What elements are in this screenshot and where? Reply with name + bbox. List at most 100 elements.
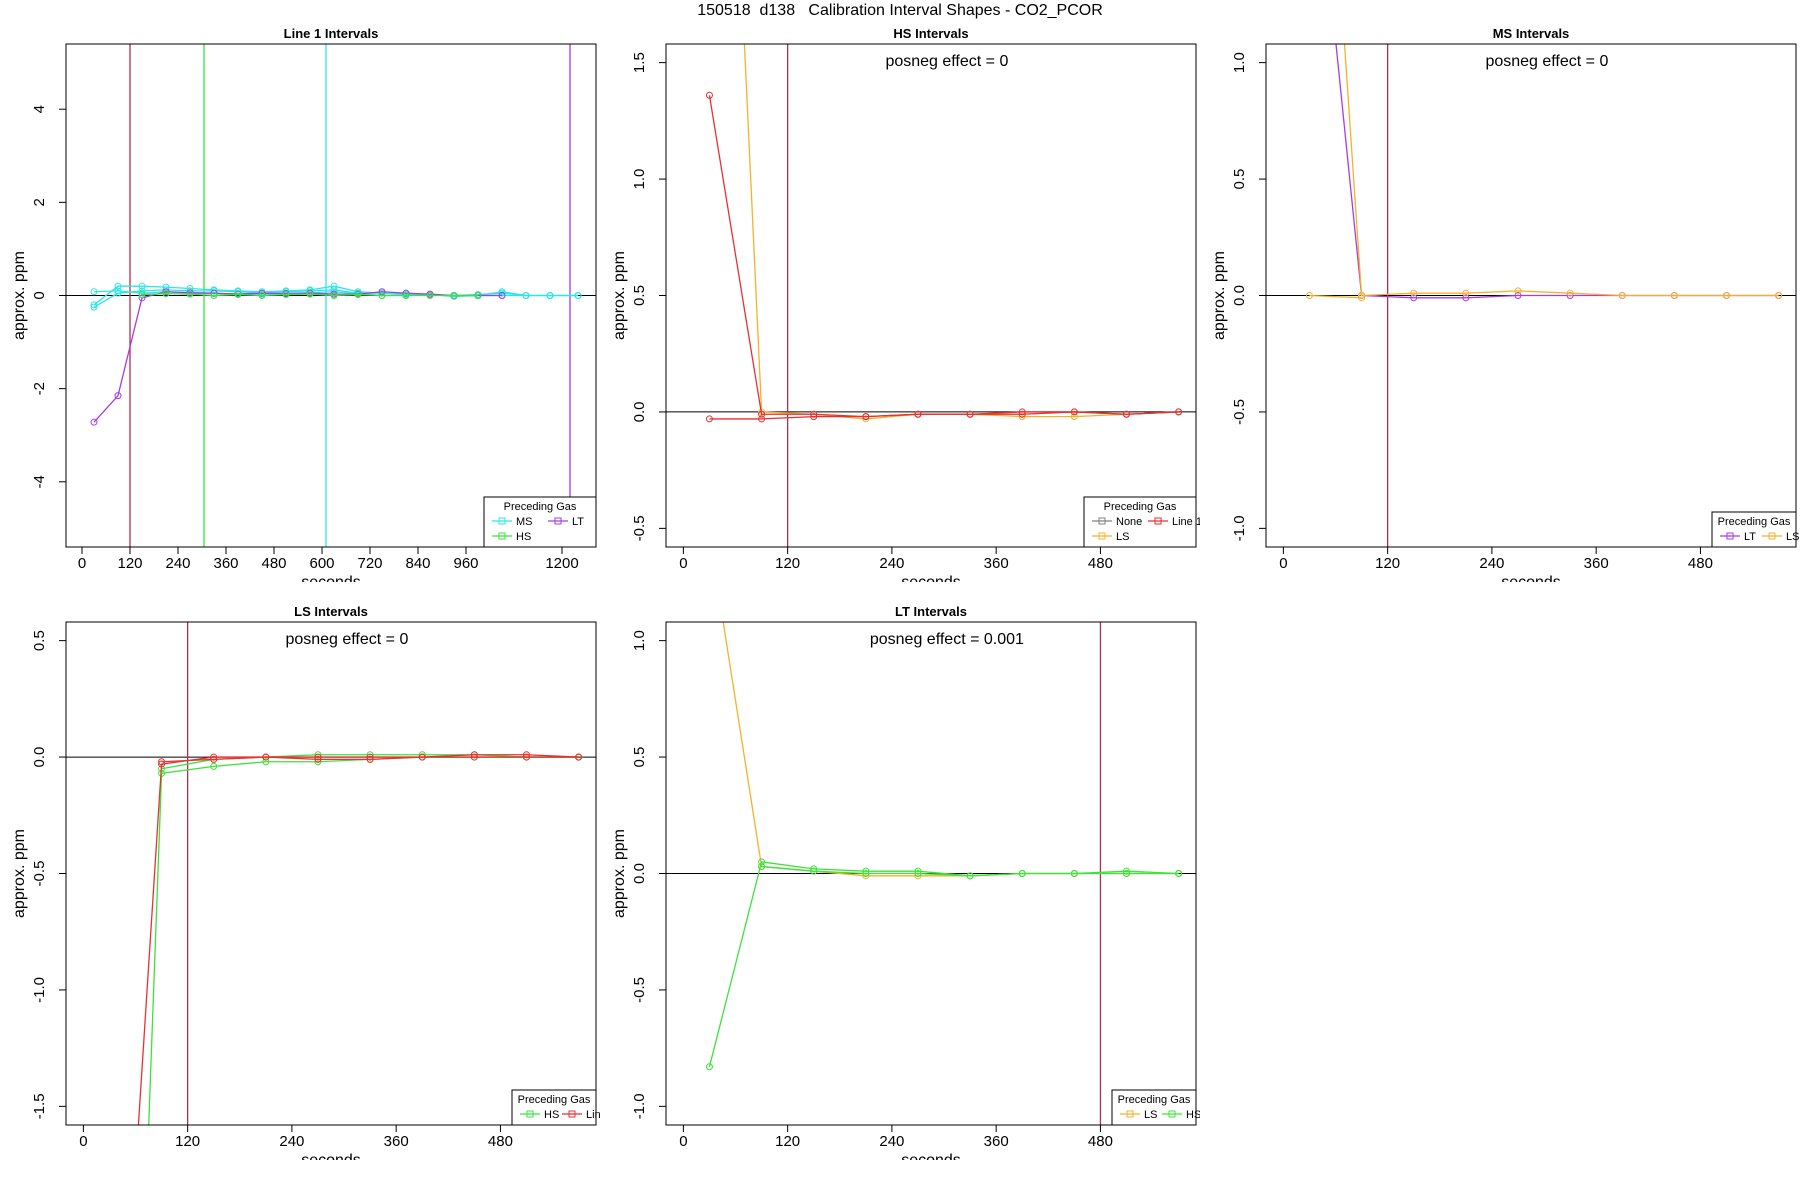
- legend-title: Preceding Gas: [1104, 501, 1177, 513]
- data-point: [262, 753, 270, 761]
- data-point: [758, 858, 766, 866]
- legend-entry-label: HS: [544, 1109, 559, 1121]
- legend-box: [511, 1089, 597, 1126]
- x-tick-label: 480: [1688, 555, 1713, 572]
- data-point: [210, 762, 218, 770]
- x-tick-label: 240: [879, 1133, 904, 1150]
- y-tick-label: 1.0: [631, 630, 648, 651]
- data-point: [1305, 292, 1313, 299]
- data-point: [1070, 413, 1078, 421]
- data-point: [314, 751, 322, 759]
- data-point: [914, 867, 922, 875]
- x-tick-label: 480: [261, 555, 286, 572]
- x-tick-label: 0: [679, 555, 687, 572]
- data-point: [138, 291, 146, 299]
- data-point: [1618, 292, 1626, 299]
- data-point: [914, 872, 922, 880]
- x-tick-label: 360: [384, 1133, 409, 1150]
- data-point: [418, 753, 426, 761]
- data-point: [314, 755, 322, 763]
- chart-lt-intervals: LT Intervals 0 120 240 360 480 seconds -1.0 -0.5…: [611, 604, 1201, 1169]
- data-point: [1070, 408, 1078, 416]
- data-point: [306, 290, 314, 298]
- data-point: [258, 289, 266, 297]
- series-line-lt: [1335, 44, 1779, 299]
- data-point: [210, 292, 218, 299]
- data-point: [1122, 867, 1130, 875]
- series-line-line-1: [137, 754, 579, 1125]
- x-axis-label: seconds: [901, 1152, 961, 1160]
- y-tick-label: 0.0: [1231, 285, 1248, 306]
- x-axis-label: seconds: [301, 574, 361, 582]
- series-line-hs: [708, 861, 1179, 1067]
- data-point: [186, 290, 194, 298]
- legend-swatch-marker: [1168, 1110, 1176, 1118]
- chart-panel-line1: Line 1 Intervals 0 120 240 360 480 600 720 840 96…: [0, 22, 600, 591]
- data-point: [470, 753, 478, 761]
- data-point: [1122, 410, 1130, 418]
- chart-title: LS Intervals: [294, 604, 368, 619]
- legend: Preceding Gas HS Line 1: [511, 1089, 616, 1126]
- data-point: [158, 758, 166, 766]
- data-point: [210, 289, 218, 297]
- chart-title: Line 1 Intervals: [284, 26, 379, 41]
- x-tick-label: 840: [405, 555, 430, 572]
- y-axis-label: approx. ppm: [1211, 251, 1228, 340]
- page-title: 150518 d138 Calibration Interval Shapes …: [697, 2, 1103, 19]
- legend-entry-label: LS: [1116, 531, 1129, 543]
- posneg-annotation: posneg effect = 0: [885, 53, 1008, 70]
- chart-hs-intervals: HS Intervals 0 120 240 360 480 seconds -0.5 0.0 0…: [611, 26, 1202, 591]
- data-point: [314, 758, 322, 766]
- data-point: [258, 292, 266, 299]
- y-tick-label: 0.5: [631, 285, 648, 306]
- y-tick-label: -1.0: [31, 977, 48, 1003]
- x-tick-label: 0: [679, 1133, 687, 1150]
- x-axis-label: seconds: [1501, 574, 1561, 582]
- data-point: [575, 753, 583, 761]
- plot-area: [1266, 44, 1796, 547]
- data-point: [402, 289, 410, 297]
- data-point: [862, 870, 870, 877]
- y-tick-label: 0.0: [31, 747, 48, 768]
- plot-area: [66, 44, 596, 547]
- data-point: [522, 753, 530, 761]
- data-point: [862, 867, 870, 875]
- y-tick-label: 0.5: [631, 747, 648, 768]
- data-point: [810, 865, 818, 873]
- legend-swatch-marker: [568, 1110, 576, 1118]
- chart-panel-lt: LT Intervals 0 120 240 360 480 seconds -1.0 -0.5…: [600, 600, 1201, 1169]
- data-point: [234, 291, 242, 299]
- data-point: [1722, 292, 1730, 299]
- data-point: [1670, 292, 1678, 299]
- y-tick-label: -0.5: [631, 515, 648, 541]
- data-point: [810, 413, 818, 421]
- series-line-hs: [148, 756, 579, 1125]
- data-point: [810, 867, 818, 875]
- series-line-ms: [93, 289, 578, 308]
- x-tick-label: 0: [79, 1133, 87, 1150]
- data-point: [262, 758, 270, 766]
- data-point: [378, 288, 386, 296]
- data-point: [402, 292, 410, 299]
- data-point: [330, 288, 338, 296]
- chart-title: LT Intervals: [895, 604, 967, 619]
- data-point: [705, 1063, 713, 1071]
- posneg-annotation: posneg effect = 0: [1485, 53, 1608, 70]
- data-point: [1566, 292, 1574, 299]
- legend-swatch-marker: [498, 532, 506, 540]
- y-axis-label: approx. ppm: [11, 251, 28, 340]
- data-point: [162, 288, 170, 296]
- legend-entry-label: LS: [1144, 1109, 1157, 1121]
- x-tick-label: 960: [453, 555, 478, 572]
- legend-swatch-marker: [1098, 532, 1106, 540]
- data-point: [1070, 870, 1078, 877]
- data-point: [1410, 294, 1418, 302]
- series-line-line-1: [161, 756, 579, 763]
- data-point: [1514, 292, 1522, 299]
- legend: Preceding Gas LS HS: [1111, 1089, 1201, 1126]
- y-tick-label: -4: [31, 475, 48, 488]
- data-point: [966, 410, 974, 418]
- y-tick-label: -1.0: [631, 1093, 648, 1119]
- data-point: [138, 294, 146, 302]
